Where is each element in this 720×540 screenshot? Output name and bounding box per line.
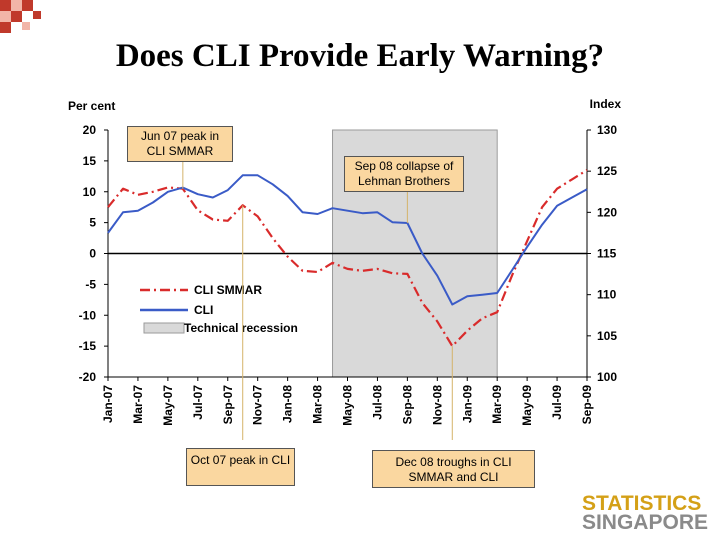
corner-decoration <box>0 0 41 33</box>
callout-sep08: Sep 08 collapse of Lehman Brothers <box>344 156 464 192</box>
legend-label-cli-smmar: CLI SMMAR <box>194 283 262 297</box>
left-tick-label: 0 <box>89 247 96 261</box>
x-tick-label: Jan-08 <box>281 385 295 423</box>
slide-title: Does CLI Provide Early Warning? <box>115 38 605 74</box>
x-tick-label: May-07 <box>161 385 175 426</box>
legend-swatch-recession <box>143 322 185 334</box>
left-tick-label: 15 <box>83 154 97 168</box>
left-tick-label: -10 <box>79 308 97 322</box>
right-tick-label: 105 <box>597 329 617 343</box>
left-tick-label: 20 <box>83 123 97 137</box>
left-tick-label: -5 <box>85 277 96 291</box>
left-tick-label: -15 <box>79 339 97 353</box>
right-tick-label: 125 <box>597 164 617 178</box>
left-tick-label: 10 <box>83 185 97 199</box>
x-tick-label: Sep-07 <box>221 385 235 425</box>
callout-jun07: Jun 07 peak in CLI SMMAR <box>127 126 233 162</box>
x-tick-label: May-09 <box>520 385 534 426</box>
x-tick-label: Mar-08 <box>311 385 325 424</box>
statistics-singapore-logo: STATISTICS SINGAPORE <box>581 492 708 534</box>
right-tick-label: 130 <box>597 123 617 137</box>
right-tick-label: 110 <box>597 288 617 302</box>
x-tick-label: Jul-08 <box>370 385 384 420</box>
x-tick-label: Mar-07 <box>131 385 145 424</box>
x-tick-label: Jan-07 <box>101 385 115 423</box>
legend-label-recession: Technical recession <box>184 321 298 335</box>
series-cli <box>107 174 588 306</box>
x-tick-label: Jul-07 <box>191 385 205 420</box>
x-tick-label: May-08 <box>341 385 355 426</box>
logo-line1: STATISTICS <box>581 492 702 515</box>
left-axis-label: Per cent <box>68 99 115 113</box>
x-tick-label: Jul-09 <box>550 385 564 420</box>
x-tick-label: Sep-09 <box>580 385 594 425</box>
right-tick-label: 100 <box>597 370 617 384</box>
right-tick-label: 115 <box>597 247 617 261</box>
x-tick-label: Jan-09 <box>460 385 474 423</box>
logo-line2: SINGAPORE <box>581 511 708 534</box>
series-cli-smmar <box>107 169 588 348</box>
x-tick-label: Mar-09 <box>490 385 504 424</box>
legend-label-cli: CLI <box>194 303 213 317</box>
x-tick-label: Sep-08 <box>400 385 414 425</box>
x-tick-label: Nov-08 <box>430 385 444 425</box>
right-axis-label: Index <box>590 97 622 111</box>
callout-oct07: Oct 07 peak in CLI <box>186 448 295 486</box>
callout-dec08: Dec 08 troughs in CLI SMMAR and CLI <box>372 450 535 488</box>
left-tick-label: 5 <box>89 216 96 230</box>
x-tick-label: Nov-07 <box>251 385 265 425</box>
left-tick-label: -20 <box>79 370 97 384</box>
right-tick-label: 120 <box>597 205 617 219</box>
